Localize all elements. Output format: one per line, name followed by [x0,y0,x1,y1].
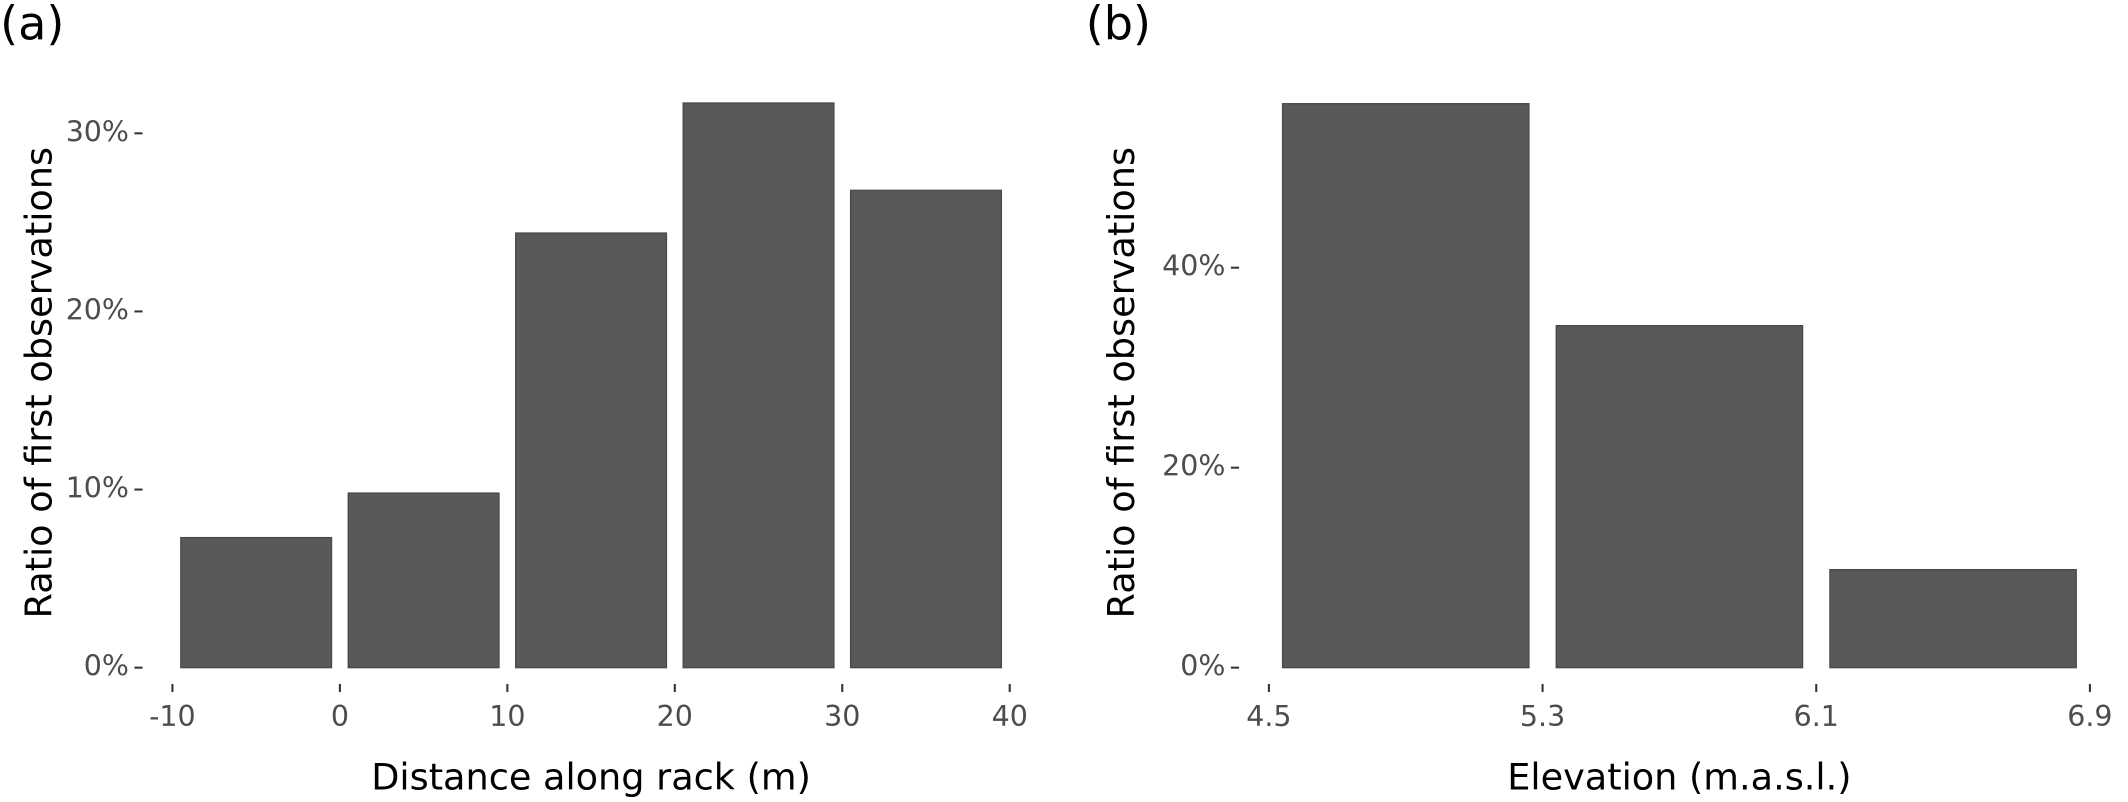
x-tick-label: 6.9 [2067,700,2112,733]
y-tick-label: 0% [84,650,129,683]
x-axis-title: Distance along rack (m) [371,755,811,798]
x-axis-title: Elevation (m.a.s.l.) [1507,755,1851,798]
panel-label: (a) [0,0,64,51]
y-tick-label: 20% [1162,450,1225,483]
y-axis-title: Ratio of first observations [17,147,60,619]
y-tick-label: 20% [66,293,129,326]
bar [849,189,1003,669]
panel-label: (b) [1086,0,1151,51]
x-tick-label: 4.5 [1246,700,1291,733]
bar [1555,325,1804,669]
x-tick-label: 30 [824,700,860,733]
x-tick-label: 20 [657,700,693,733]
x-tick-label: -10 [149,700,196,733]
y-tick-label: 0% [1180,650,1225,683]
x-tick-label: 6.1 [1794,700,1839,733]
x-tick-label: 0 [331,700,349,733]
x-tick-label: 40 [992,700,1028,733]
bar [515,232,668,669]
bar [347,492,500,669]
bar [1281,103,1530,669]
y-tick-label: 40% [1162,250,1225,283]
x-tick-label: 5.3 [1520,700,1565,733]
y-tick-label: 10% [66,472,129,505]
y-tick-label: 30% [66,115,129,148]
x-tick-label: 10 [489,700,525,733]
bar [1829,568,2077,669]
y-axis-title: Ratio of first observations [1100,147,1143,619]
bar [682,102,835,669]
bar [180,536,333,669]
